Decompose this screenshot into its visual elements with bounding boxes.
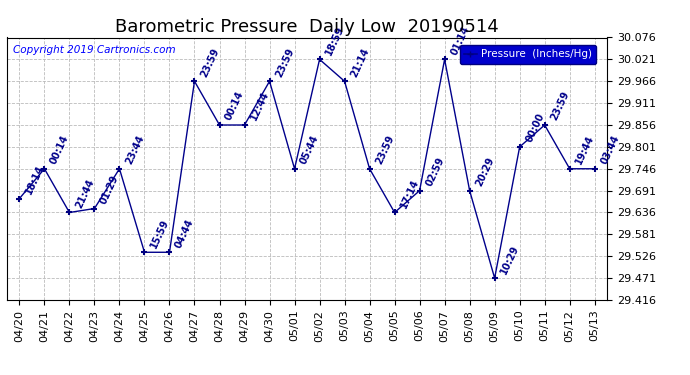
Legend: Pressure  (Inches/Hg): Pressure (Inches/Hg) bbox=[460, 45, 596, 64]
Text: 20:29: 20:29 bbox=[474, 156, 496, 188]
Text: 00:00: 00:00 bbox=[524, 112, 546, 144]
Text: 10:29: 10:29 bbox=[499, 243, 521, 275]
Text: 02:59: 02:59 bbox=[424, 156, 446, 188]
Text: 00:14: 00:14 bbox=[224, 90, 246, 122]
Text: 21:44: 21:44 bbox=[74, 177, 96, 210]
Text: 18:59: 18:59 bbox=[324, 24, 346, 57]
Text: 23:59: 23:59 bbox=[374, 134, 396, 166]
Text: 05:44: 05:44 bbox=[299, 134, 321, 166]
Text: 23:44: 23:44 bbox=[124, 134, 146, 166]
Text: 19:44: 19:44 bbox=[574, 134, 596, 166]
Text: 21:14: 21:14 bbox=[348, 46, 371, 78]
Text: 23:59: 23:59 bbox=[274, 46, 296, 78]
Text: 00:14: 00:14 bbox=[48, 134, 71, 166]
Text: 01:29: 01:29 bbox=[99, 173, 121, 206]
Text: Copyright 2019 Cartronics.com: Copyright 2019 Cartronics.com bbox=[13, 45, 175, 56]
Text: 01:14: 01:14 bbox=[448, 24, 471, 57]
Text: 23:59: 23:59 bbox=[549, 90, 571, 122]
Text: 03:44: 03:44 bbox=[599, 134, 621, 166]
Text: 23:59: 23:59 bbox=[199, 46, 221, 78]
Text: 04:44: 04:44 bbox=[174, 217, 196, 249]
Text: 12:44: 12:44 bbox=[248, 90, 271, 122]
Text: 17:14: 17:14 bbox=[399, 177, 421, 210]
Text: 15:59: 15:59 bbox=[148, 217, 171, 249]
Title: Barometric Pressure  Daily Low  20190514: Barometric Pressure Daily Low 20190514 bbox=[115, 18, 499, 36]
Text: 18:14: 18:14 bbox=[23, 164, 46, 196]
